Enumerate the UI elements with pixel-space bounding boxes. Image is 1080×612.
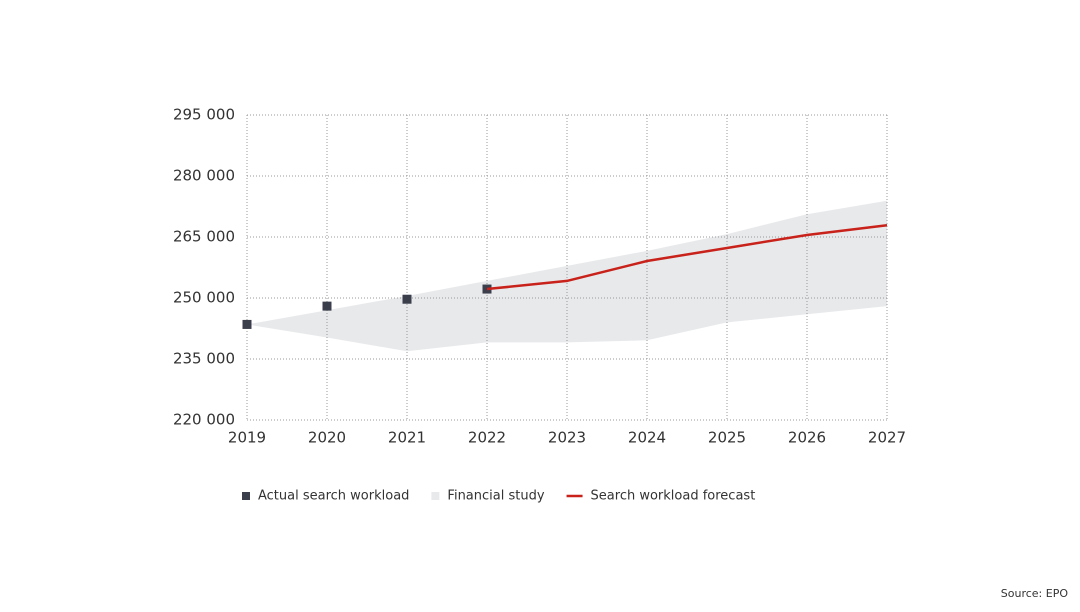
y-tick-label: 220 000 bbox=[173, 411, 235, 429]
y-tick-label: 265 000 bbox=[173, 228, 235, 246]
legend-label: Search workload forecast bbox=[591, 489, 756, 504]
legend-swatch bbox=[431, 492, 439, 500]
x-tick-label: 2024 bbox=[628, 429, 666, 447]
x-tick-label: 2026 bbox=[788, 429, 826, 447]
legend-label: Actual search workload bbox=[258, 489, 409, 504]
x-tick-label: 2021 bbox=[388, 429, 426, 447]
x-tick-label: 2022 bbox=[468, 429, 506, 447]
legend-label: Financial study bbox=[447, 489, 544, 504]
legend-swatch bbox=[242, 492, 250, 500]
x-tick-label: 2020 bbox=[308, 429, 346, 447]
actual-point bbox=[403, 295, 412, 304]
x-tick-label: 2027 bbox=[868, 429, 906, 447]
x-tick-label: 2023 bbox=[548, 429, 586, 447]
y-tick-label: 250 000 bbox=[173, 289, 235, 307]
actual-point bbox=[323, 302, 332, 311]
x-tick-label: 2025 bbox=[708, 429, 746, 447]
source: Source: EPO bbox=[1001, 587, 1069, 600]
actual-point bbox=[243, 320, 252, 329]
y-tick-label: 235 000 bbox=[173, 350, 235, 368]
y-tick-label: 295 000 bbox=[173, 106, 235, 124]
x-tick-label: 2019 bbox=[228, 429, 266, 447]
y-tick-label: 280 000 bbox=[173, 167, 235, 185]
